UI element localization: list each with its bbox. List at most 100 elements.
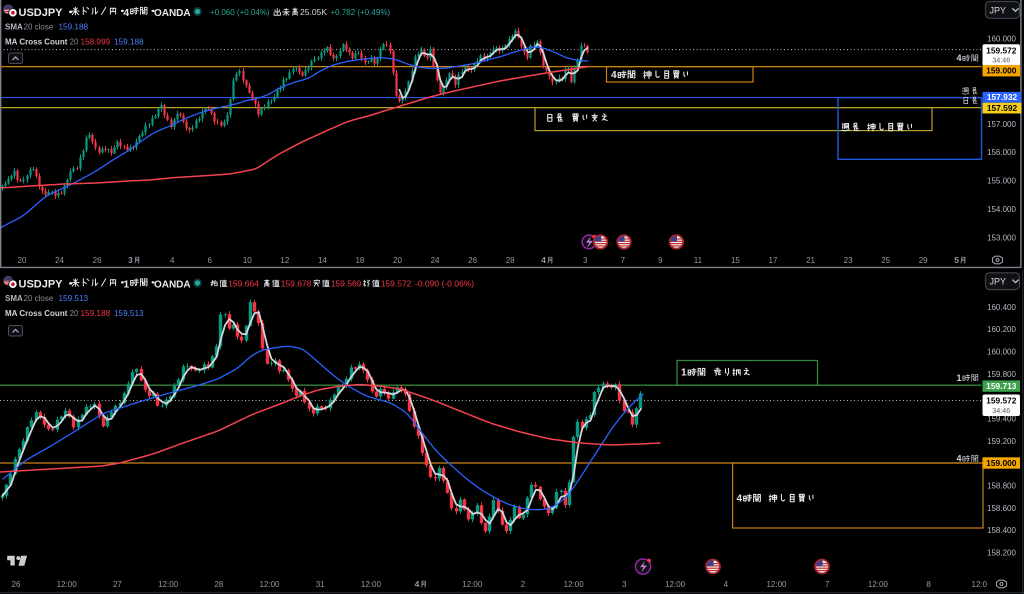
svg-text:12:00: 12:00 bbox=[259, 580, 280, 589]
svg-text:4: 4 bbox=[541, 255, 546, 265]
svg-text:159.513: 159.513 bbox=[114, 309, 144, 318]
svg-text:4: 4 bbox=[957, 454, 962, 464]
svg-text:24: 24 bbox=[55, 256, 64, 265]
svg-text:3: 3 bbox=[622, 580, 627, 589]
svg-text:158.600: 158.600 bbox=[987, 504, 1016, 513]
svg-text:12:00: 12:00 bbox=[462, 580, 483, 589]
svg-text:MA Cross Count: MA Cross Count bbox=[5, 38, 68, 47]
svg-text:10: 10 bbox=[243, 256, 252, 265]
svg-text:26: 26 bbox=[93, 256, 102, 265]
svg-text:159.188: 159.188 bbox=[81, 309, 111, 318]
svg-text:+0.782 (+0.49%): +0.782 (+0.49%) bbox=[331, 8, 391, 17]
svg-text:157.932: 157.932 bbox=[987, 92, 1018, 102]
svg-text:159.188: 159.188 bbox=[59, 23, 89, 32]
svg-text:28: 28 bbox=[214, 580, 223, 589]
svg-text:MA Cross Count: MA Cross Count bbox=[5, 309, 68, 318]
svg-text:159.678: 159.678 bbox=[281, 278, 312, 288]
svg-text:+0.060 (+0.04%): +0.060 (+0.04%) bbox=[210, 8, 270, 17]
svg-text:20 close: 20 close bbox=[24, 294, 54, 303]
svg-text:28: 28 bbox=[506, 256, 515, 265]
svg-text:7: 7 bbox=[621, 256, 626, 265]
svg-text:159.572: 159.572 bbox=[986, 45, 1017, 55]
svg-text:12:00: 12:00 bbox=[766, 580, 787, 589]
svg-text:159.000: 159.000 bbox=[986, 66, 1017, 76]
svg-text:20: 20 bbox=[18, 256, 27, 265]
svg-text:12:0: 12:0 bbox=[972, 580, 988, 589]
svg-text:18: 18 bbox=[355, 256, 364, 265]
svg-text:34:46: 34:46 bbox=[992, 56, 1010, 65]
svg-text:SMA: SMA bbox=[5, 294, 23, 303]
svg-text:155.000: 155.000 bbox=[987, 177, 1016, 186]
svg-text:160.400: 160.400 bbox=[987, 303, 1016, 312]
svg-text:1: 1 bbox=[681, 368, 687, 379]
svg-text:8: 8 bbox=[926, 580, 931, 589]
svg-text:-0.090 (-0.06%): -0.090 (-0.06%) bbox=[415, 278, 474, 288]
svg-text:5: 5 bbox=[954, 255, 959, 265]
svg-text:3: 3 bbox=[583, 256, 588, 265]
svg-text:159.800: 159.800 bbox=[987, 370, 1016, 379]
svg-text:159.572: 159.572 bbox=[986, 396, 1017, 406]
svg-text:3: 3 bbox=[128, 255, 133, 265]
svg-text:156.000: 156.000 bbox=[987, 148, 1016, 157]
svg-text:OANDA: OANDA bbox=[154, 279, 191, 290]
svg-text:21: 21 bbox=[806, 256, 815, 265]
svg-text:4: 4 bbox=[415, 579, 420, 589]
svg-text:25: 25 bbox=[881, 256, 890, 265]
svg-text:158.800: 158.800 bbox=[987, 482, 1016, 491]
svg-text:20: 20 bbox=[393, 256, 402, 265]
svg-text:159.200: 159.200 bbox=[987, 437, 1016, 446]
svg-text:1: 1 bbox=[123, 278, 129, 290]
svg-text:159.000: 159.000 bbox=[986, 458, 1017, 468]
svg-text:12:00: 12:00 bbox=[361, 580, 382, 589]
svg-text:26: 26 bbox=[468, 256, 477, 265]
svg-text:12:00: 12:00 bbox=[57, 580, 78, 589]
svg-text:15: 15 bbox=[731, 256, 740, 265]
svg-text:24: 24 bbox=[431, 256, 440, 265]
svg-text:26: 26 bbox=[12, 580, 21, 589]
svg-text:4: 4 bbox=[123, 7, 129, 19]
svg-text:12:00: 12:00 bbox=[868, 580, 889, 589]
svg-text:17: 17 bbox=[769, 256, 778, 265]
svg-text:159.572: 159.572 bbox=[381, 278, 412, 288]
svg-text:153.000: 153.000 bbox=[987, 233, 1016, 242]
svg-text:160.200: 160.200 bbox=[987, 325, 1016, 334]
svg-text:158.400: 158.400 bbox=[987, 526, 1016, 535]
svg-text:12:00: 12:00 bbox=[665, 580, 686, 589]
svg-text:11: 11 bbox=[694, 256, 703, 265]
svg-text:SMA: SMA bbox=[5, 23, 23, 32]
svg-text:9: 9 bbox=[658, 256, 663, 265]
svg-text:4: 4 bbox=[737, 494, 743, 505]
svg-text:12:00: 12:00 bbox=[158, 580, 179, 589]
svg-text:USDJPY: USDJPY bbox=[19, 278, 64, 290]
svg-text:23: 23 bbox=[844, 256, 853, 265]
svg-text:154.000: 154.000 bbox=[987, 205, 1016, 214]
svg-text:4: 4 bbox=[724, 580, 729, 589]
svg-text:159.569: 159.569 bbox=[331, 278, 362, 288]
svg-text:12:00: 12:00 bbox=[564, 580, 585, 589]
svg-text:159.664: 159.664 bbox=[228, 278, 259, 288]
svg-text:25.05K: 25.05K bbox=[300, 7, 327, 17]
svg-text:159.713: 159.713 bbox=[986, 381, 1017, 391]
svg-text:4: 4 bbox=[611, 70, 617, 81]
svg-text:20: 20 bbox=[70, 309, 79, 318]
svg-text:4: 4 bbox=[170, 256, 175, 265]
svg-text:20: 20 bbox=[70, 38, 79, 47]
svg-text:27: 27 bbox=[113, 580, 122, 589]
svg-text:6: 6 bbox=[208, 256, 213, 265]
svg-text:12: 12 bbox=[280, 256, 289, 265]
svg-text:20 close: 20 close bbox=[24, 23, 54, 32]
svg-text:34:46: 34:46 bbox=[992, 406, 1010, 415]
svg-text:JPY: JPY bbox=[990, 277, 1007, 287]
svg-text:157.592: 157.592 bbox=[987, 103, 1018, 113]
svg-text:7: 7 bbox=[825, 580, 830, 589]
svg-text:2: 2 bbox=[521, 580, 526, 589]
svg-text:OANDA: OANDA bbox=[154, 8, 191, 19]
svg-text:158.200: 158.200 bbox=[987, 549, 1016, 558]
svg-text:1: 1 bbox=[957, 373, 962, 383]
svg-text:159.188: 159.188 bbox=[114, 38, 144, 47]
svg-text:160.000: 160.000 bbox=[987, 348, 1016, 357]
svg-text:USDJPY: USDJPY bbox=[19, 7, 64, 19]
svg-text:160.000: 160.000 bbox=[987, 35, 1016, 44]
svg-text:159.513: 159.513 bbox=[59, 294, 89, 303]
svg-text:31: 31 bbox=[316, 580, 325, 589]
